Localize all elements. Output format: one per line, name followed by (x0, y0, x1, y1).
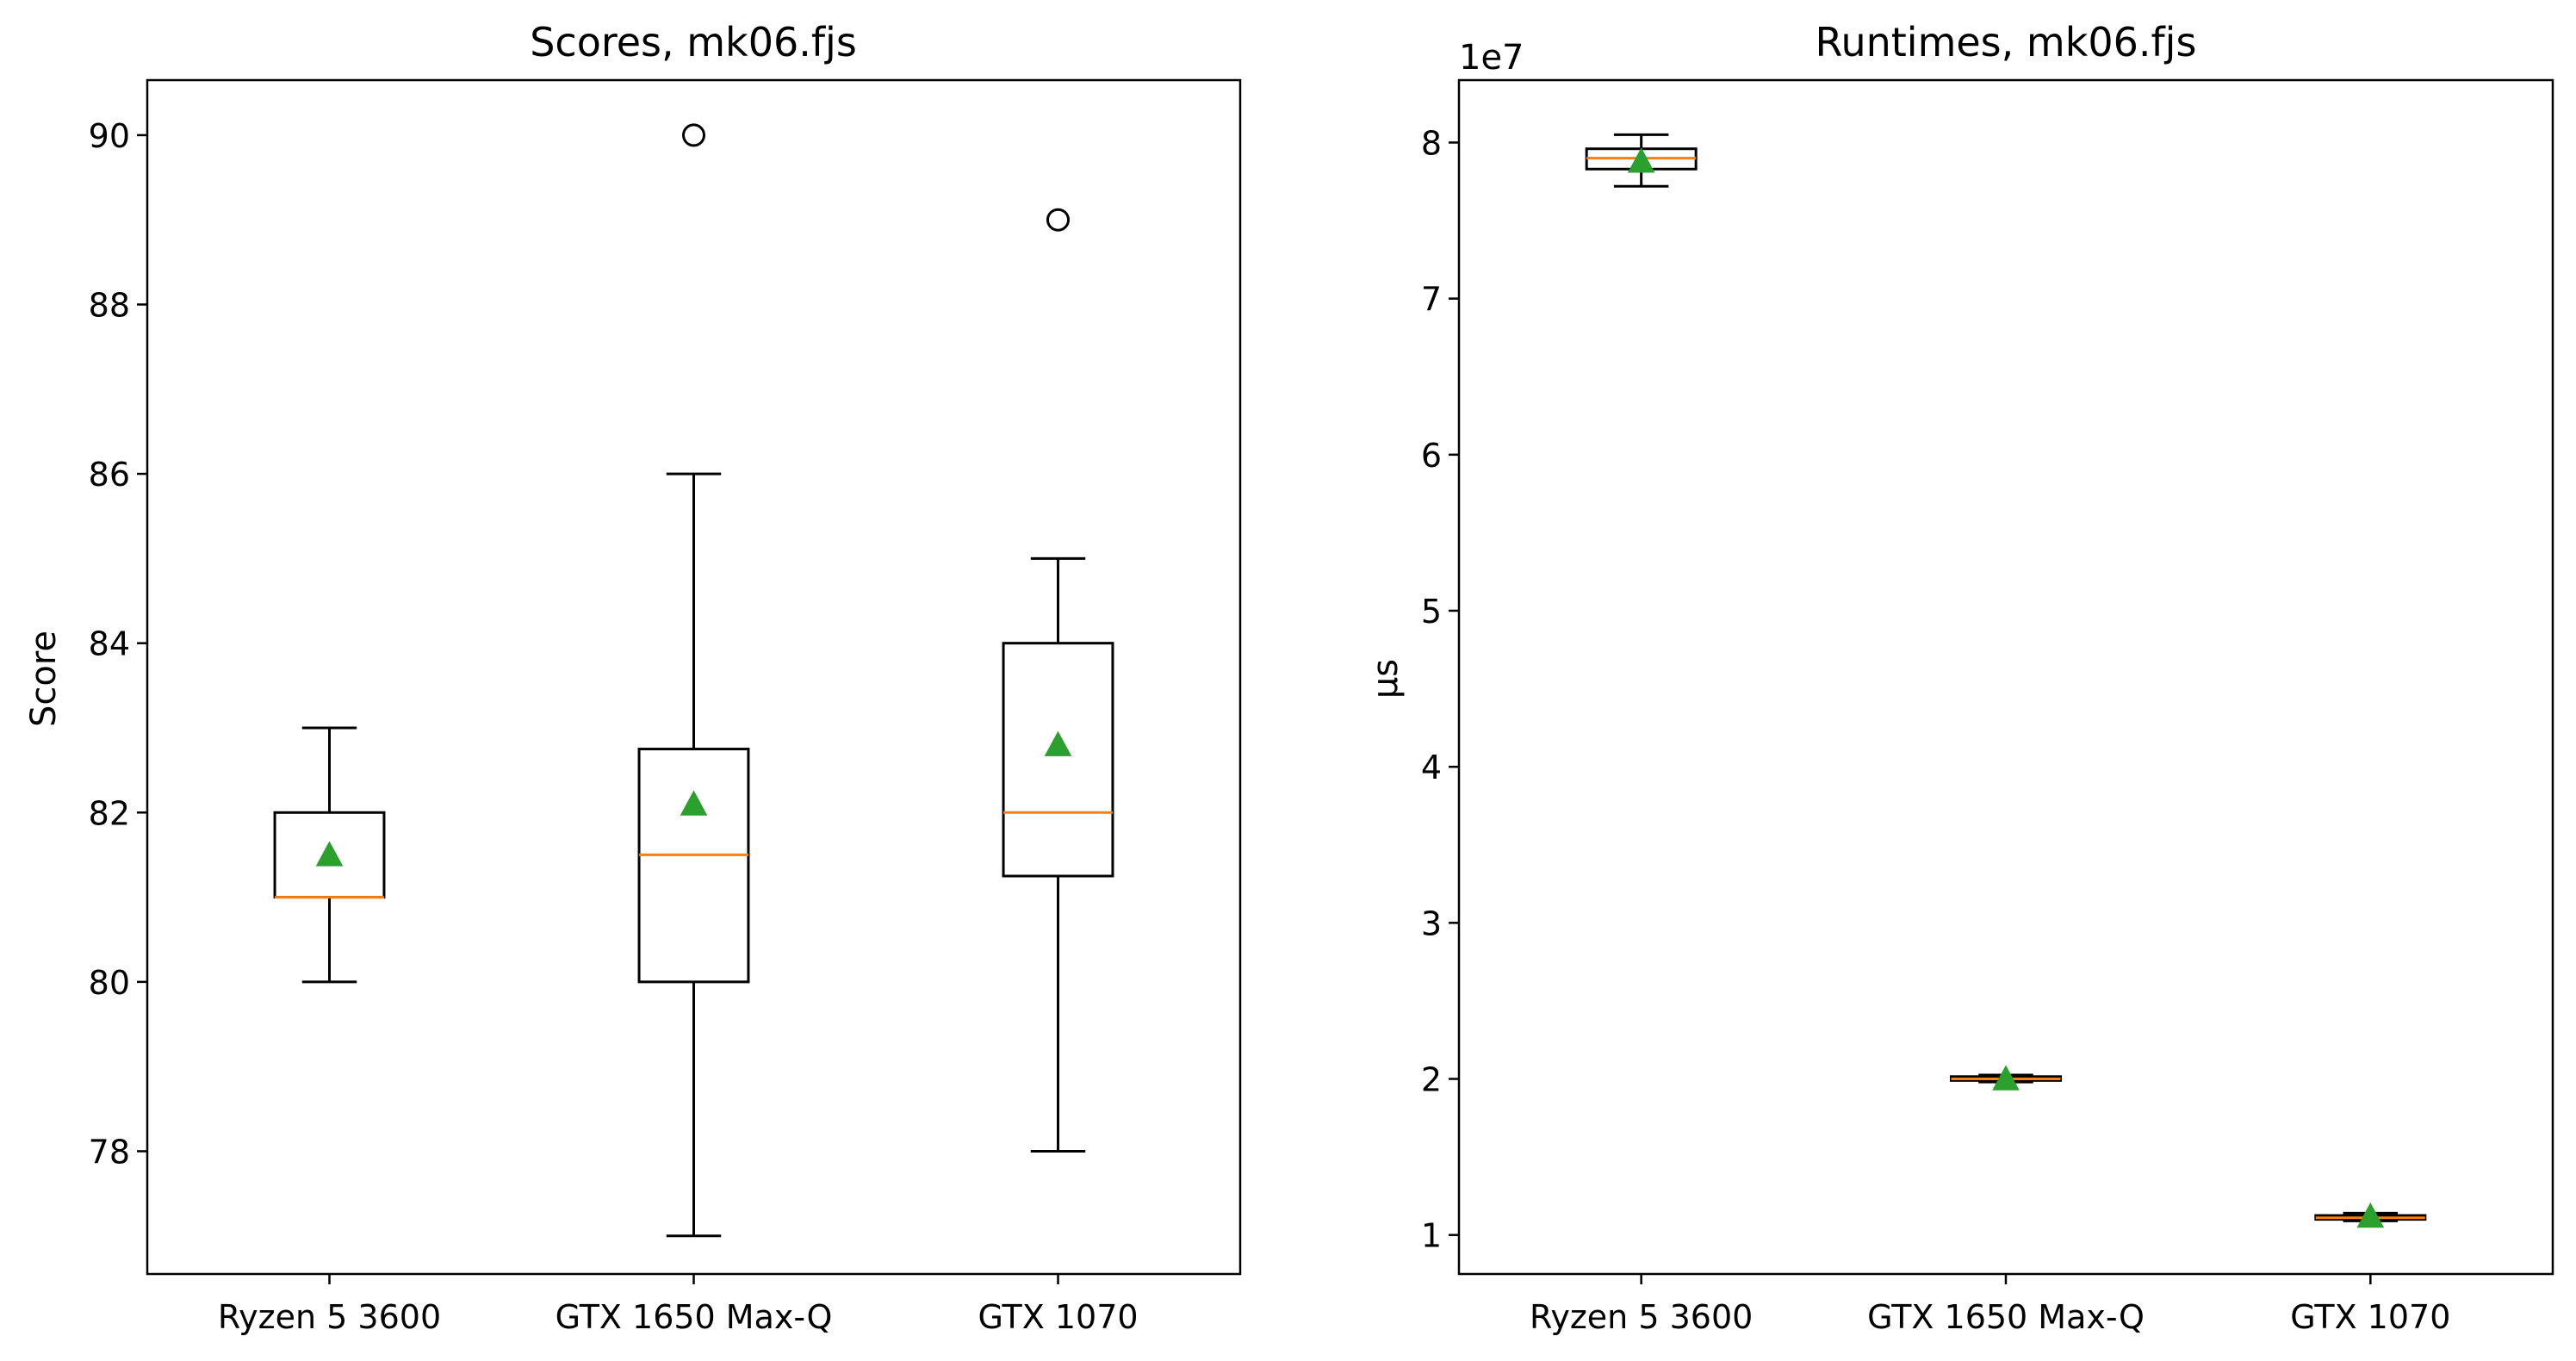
runtimes-box-group (1950, 1065, 2062, 1091)
scores-ytick-label: 80 (89, 964, 130, 1002)
runtimes-ytick-label: 6 (1421, 437, 1442, 475)
runtimes-ticks: 1 2 3 4 5 6 7 8 Ryzen 5 3600 GTX 1650 Max-Q GTX 10… (1421, 124, 2451, 1336)
runtimes-xtick-label: GTX 1650 Max-Q (1867, 1298, 2145, 1336)
scores-mean-marker (1044, 730, 1072, 756)
scores-plot-frame (146, 78, 1242, 1276)
runtimes-marks (1585, 133, 2427, 1228)
runtimes-scale-label: 1e7 (1459, 38, 1524, 78)
scores-panel: Scores, mk06.fjs Score 78 80 82 84 86 88 90 Ryz… (24, 19, 1242, 1336)
scores-ticks: 78 80 82 84 86 88 90 Ryzen 5 3600 GTX 1650 Max-Q… (89, 117, 1139, 1336)
scores-title: Scores, mk06.fjs (530, 19, 857, 65)
runtimes-ylabel: µs (1366, 659, 1406, 699)
scores-ytick-label: 90 (89, 117, 130, 155)
runtimes-ytick-label: 8 (1421, 124, 1442, 162)
runtimes-plot-frame (1457, 78, 2554, 1276)
runtimes-ytick-label: 4 (1421, 749, 1442, 786)
runtimes-box-group (2314, 1202, 2427, 1228)
runtimes-mean-marker (2356, 1202, 2385, 1228)
scores-xtick-label: GTX 1650 Max-Q (556, 1298, 833, 1336)
runtimes-ytick-label: 1 (1421, 1217, 1442, 1255)
scores-ytick-label: 84 (89, 625, 130, 663)
runtimes-ytick-label: 2 (1421, 1061, 1442, 1099)
runtimes-box-group (1585, 133, 1698, 188)
scores-mean-marker (315, 841, 344, 867)
runtimes-ytick-label: 7 (1421, 281, 1442, 319)
scores-marks (273, 123, 1114, 1238)
scores-box-group (1002, 208, 1114, 1153)
runtimes-xtick-label: Ryzen 5 3600 (1530, 1298, 1753, 1336)
scores-ylabel: Score (24, 631, 64, 727)
scores-ytick-label: 88 (89, 286, 130, 324)
runtimes-ytick-label: 3 (1421, 904, 1442, 942)
scores-ytick-label: 78 (89, 1133, 130, 1171)
scores-mean-marker (680, 790, 708, 816)
scores-outlier (1046, 208, 1070, 232)
runtimes-mean-marker (1627, 147, 1655, 173)
scores-box (637, 748, 750, 984)
runtimes-title: Runtimes, mk06.fjs (1816, 19, 2197, 65)
scores-xtick-label: Ryzen 5 3600 (218, 1298, 441, 1336)
scores-outlier (682, 123, 705, 147)
scores-box-group (637, 123, 750, 1238)
runtimes-xtick-label: GTX 1070 (2290, 1298, 2450, 1336)
runtimes-mean-marker (1992, 1065, 2020, 1091)
scores-box-group (273, 726, 386, 984)
runtimes-panel: Runtimes, mk06.fjs µs 1e7 1 2 3 4 5 6 7 8 Ryzen … (1366, 19, 2554, 1336)
runtimes-ytick-label: 5 (1421, 593, 1442, 631)
scores-ytick-label: 86 (89, 456, 130, 494)
scores-ytick-label: 82 (89, 794, 130, 832)
scores-xtick-label: GTX 1070 (978, 1298, 1138, 1336)
scores-box (1002, 642, 1114, 878)
